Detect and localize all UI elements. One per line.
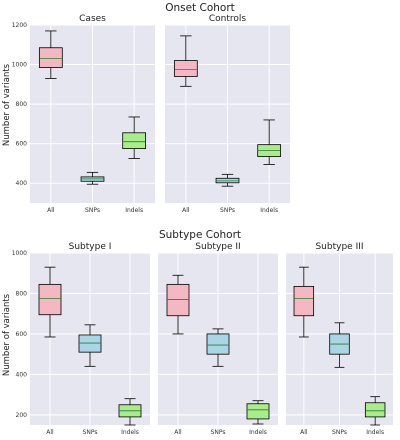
x-tick-label: SNPs: [211, 429, 226, 436]
y-tick-label: 1000: [12, 250, 27, 257]
panel-title: Subtype III: [315, 242, 363, 252]
x-tick-label: SNPs: [332, 429, 347, 436]
panel-cases: 400 600 800 1000 1200 All SNPs Indels Cases: [12, 14, 155, 214]
y-tick-label: 1000: [12, 62, 27, 69]
panel-title: Cases: [79, 14, 106, 24]
box-body: [38, 283, 62, 316]
box-indels: [122, 116, 147, 159]
onset-cohort-title: Onset Cohort: [165, 2, 235, 14]
x-tick-label: Indels: [260, 207, 278, 214]
panel-group: 400 600 800 1000 1200 All SNPs Indels Cases All SN…: [12, 14, 393, 436]
x-tick-label: Indels: [121, 429, 139, 436]
subtype-y-axis-label: Number of variants: [2, 293, 12, 376]
box-snps: [206, 328, 230, 367]
box-body: [78, 334, 102, 353]
y-tick-label: 1200: [12, 22, 27, 29]
panel-subtype-iii: All SNPs Indels Subtype III: [286, 242, 393, 436]
box-indels: [246, 400, 270, 425]
onset-y-axis-label: Number of variants: [2, 63, 12, 146]
panel-subtype-i: 200 400 600 800 1000 All SNPs Indels Subtype I: [12, 242, 150, 436]
box-indels: [257, 119, 282, 165]
box-indels: [364, 396, 386, 426]
panel-controls: All SNPs Indels Controls: [165, 14, 290, 214]
box-all: [38, 266, 62, 338]
y-tick-label: 600: [16, 331, 28, 338]
box-snps: [215, 173, 240, 187]
box-body: [364, 402, 386, 418]
box-snps: [78, 324, 102, 367]
x-tick-label: All: [46, 429, 54, 436]
y-tick-label: 400: [16, 180, 28, 187]
box-all: [38, 30, 63, 79]
x-tick-label: All: [182, 207, 190, 214]
box-snps: [329, 322, 350, 368]
x-tick-label: Indels: [249, 429, 267, 436]
box-indels: [118, 398, 142, 426]
y-tick-label: 800: [16, 101, 28, 108]
box-body: [122, 132, 147, 150]
x-tick-label: All: [174, 429, 182, 436]
box-body: [38, 47, 63, 68]
x-tick-label: Indels: [366, 429, 384, 436]
box-all: [293, 266, 315, 338]
y-tick-label: 200: [16, 412, 28, 419]
panel-title: Controls: [209, 14, 247, 24]
y-tick-label: 800: [16, 290, 28, 297]
y-tick-label: 600: [16, 141, 28, 148]
box-body: [293, 285, 315, 317]
x-tick-label: SNPs: [85, 207, 100, 214]
x-tick-label: All: [300, 429, 308, 436]
y-tick-label: 400: [16, 371, 28, 378]
box-all: [173, 35, 198, 87]
subtype-cohort-title: Subtype Cohort: [159, 229, 241, 241]
x-tick-label: SNPs: [83, 429, 98, 436]
box-body: [166, 283, 190, 317]
box-all: [166, 274, 190, 335]
box-snps: [80, 171, 105, 185]
box-body: [206, 333, 230, 355]
panel-subtype-ii: All SNPs Indels Subtype II: [158, 242, 278, 436]
panel-title: Subtype II: [195, 242, 240, 252]
x-tick-label: All: [47, 207, 55, 214]
x-tick-label: SNPs: [220, 207, 235, 214]
box-body: [246, 403, 270, 420]
panel-title: Subtype I: [69, 242, 112, 252]
box-body: [173, 60, 198, 77]
x-tick-label: Indels: [125, 207, 143, 214]
